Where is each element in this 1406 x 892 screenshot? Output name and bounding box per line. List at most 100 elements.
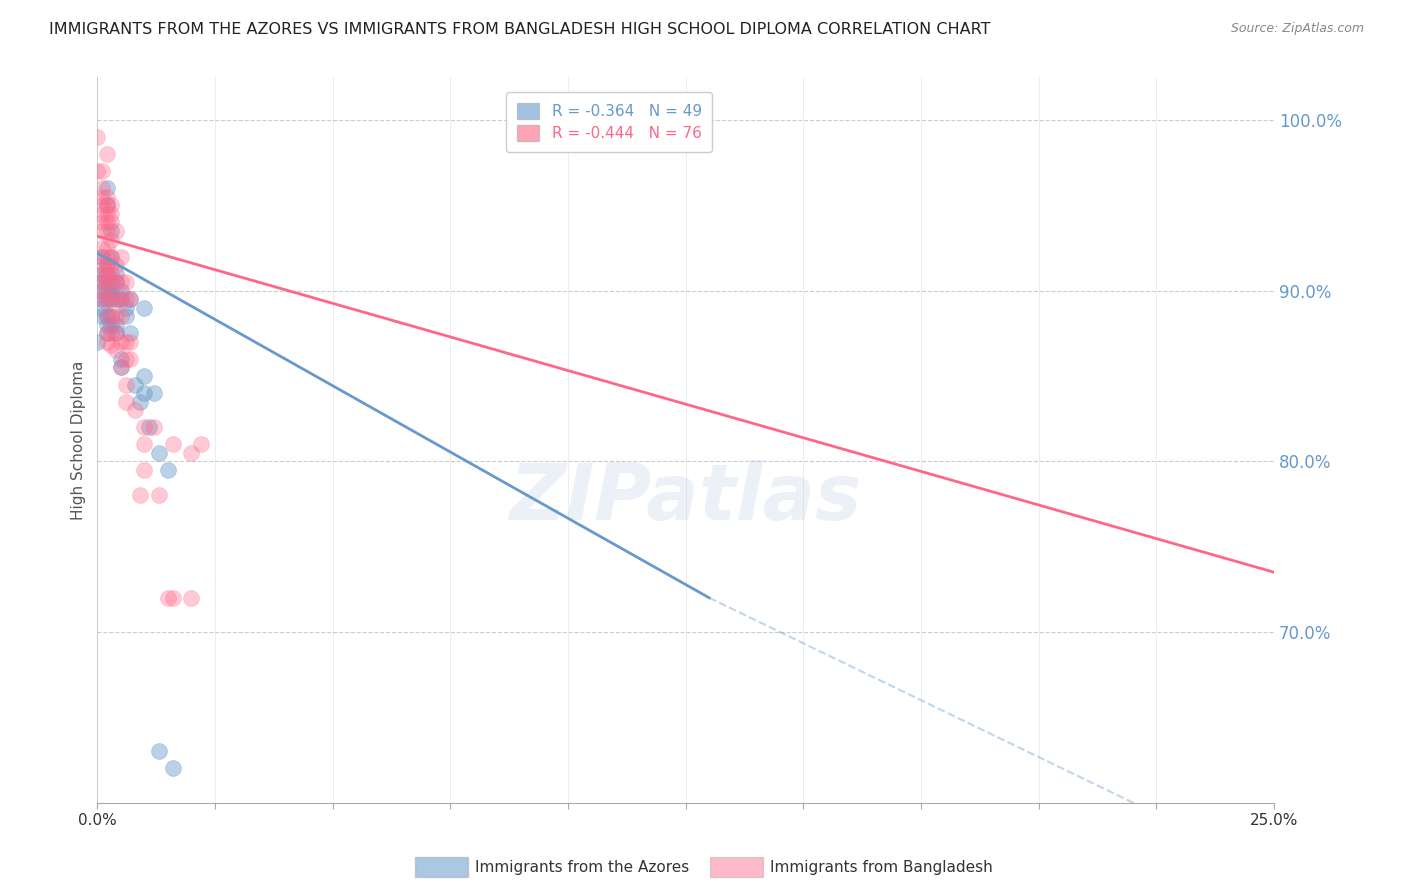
Point	[96, 318, 118, 332]
Point	[96, 292, 118, 306]
Point	[91, 292, 114, 306]
Point	[120, 326, 142, 341]
Point	[96, 258, 118, 272]
Point	[105, 224, 128, 238]
Point	[100, 207, 122, 221]
Point	[96, 275, 118, 289]
Point	[110, 275, 132, 289]
Point	[105, 258, 128, 272]
Point	[105, 275, 128, 289]
Point	[91, 224, 114, 238]
Point	[105, 292, 128, 306]
Text: IMMIGRANTS FROM THE AZORES VS IMMIGRANTS FROM BANGLADESH HIGH SCHOOL DIPLOMA COR: IMMIGRANTS FROM THE AZORES VS IMMIGRANTS…	[49, 22, 991, 37]
Point	[124, 403, 146, 417]
Point	[96, 267, 118, 281]
Text: Immigrants from Bangladesh: Immigrants from Bangladesh	[770, 860, 993, 874]
Point	[148, 446, 170, 460]
Point	[96, 326, 118, 341]
Point	[148, 744, 170, 758]
Point	[100, 233, 122, 247]
Point	[148, 488, 170, 502]
Point	[96, 250, 118, 264]
Point	[162, 437, 184, 451]
Point	[105, 267, 128, 281]
Point	[96, 198, 118, 212]
Point	[105, 326, 128, 341]
Point	[91, 198, 114, 212]
Point	[110, 360, 132, 375]
Point	[100, 292, 122, 306]
Point	[96, 181, 118, 195]
Point	[162, 591, 184, 605]
Point	[100, 224, 122, 238]
Text: ZIPatlas: ZIPatlas	[509, 460, 862, 536]
Point	[96, 310, 118, 324]
Point	[120, 292, 142, 306]
Point	[105, 275, 128, 289]
Text: Immigrants from the Azores: Immigrants from the Azores	[475, 860, 689, 874]
Point	[91, 250, 114, 264]
Point	[142, 420, 165, 434]
Point	[100, 338, 122, 352]
Point	[114, 351, 136, 366]
Point	[110, 292, 132, 306]
Point	[91, 190, 114, 204]
Point	[91, 164, 114, 178]
Point	[138, 420, 160, 434]
Point	[110, 360, 132, 375]
Point	[96, 334, 118, 349]
Point	[100, 310, 122, 324]
Point	[124, 377, 146, 392]
Point	[105, 326, 128, 341]
Point	[86, 164, 108, 178]
Point	[100, 250, 122, 264]
Point	[100, 275, 122, 289]
Point	[128, 394, 150, 409]
Point	[96, 275, 118, 289]
Point	[91, 207, 114, 221]
Point	[120, 334, 142, 349]
Point	[91, 267, 114, 281]
Point	[114, 301, 136, 315]
Point	[105, 318, 128, 332]
Point	[96, 267, 118, 281]
Point	[100, 267, 122, 281]
Point	[91, 301, 114, 315]
Point	[96, 284, 118, 298]
Point	[180, 446, 202, 460]
Point	[91, 250, 114, 264]
Point	[96, 224, 118, 238]
Point	[114, 310, 136, 324]
Point	[100, 250, 122, 264]
Point	[86, 130, 108, 145]
Point	[96, 198, 118, 212]
Point	[100, 215, 122, 229]
Point	[114, 292, 136, 306]
Point	[114, 275, 136, 289]
Point	[142, 386, 165, 401]
Legend: R = -0.364   N = 49, R = -0.444   N = 76: R = -0.364 N = 49, R = -0.444 N = 76	[506, 93, 713, 152]
Point	[134, 463, 156, 477]
Point	[100, 310, 122, 324]
Point	[134, 386, 156, 401]
Point	[110, 351, 132, 366]
Point	[91, 241, 114, 255]
Point	[100, 292, 122, 306]
Point	[100, 198, 122, 212]
Point	[114, 394, 136, 409]
Point	[86, 334, 108, 349]
Point	[110, 284, 132, 298]
Point	[134, 420, 156, 434]
Point	[105, 292, 128, 306]
Point	[91, 284, 114, 298]
Point	[114, 334, 136, 349]
Point	[162, 761, 184, 775]
Point	[120, 292, 142, 306]
Point	[96, 292, 118, 306]
Point	[91, 258, 114, 272]
Point	[100, 258, 122, 272]
Y-axis label: High School Diploma: High School Diploma	[72, 360, 86, 520]
Point	[96, 215, 118, 229]
Point	[110, 310, 132, 324]
Point	[190, 437, 212, 451]
